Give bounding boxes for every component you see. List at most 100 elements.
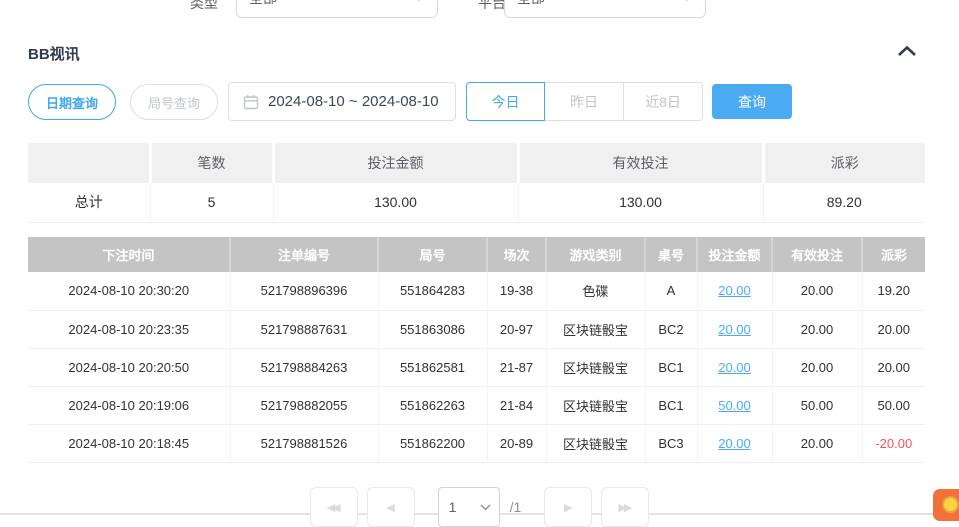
cell-bet-time: 2024-08-10 20:20:50 (28, 348, 230, 387)
cell-game-type: 区块链骰宝 (545, 310, 645, 349)
page-select-value: 1 (448, 499, 457, 515)
page-total-label: /1 (509, 499, 522, 515)
cell-session: 21-87 (486, 348, 546, 387)
detail-header-row: 下注时间 注单编号 局号 场次 游戏类别 桌号 投注金额 有效投注 派彩 (28, 237, 925, 272)
cell-payout: 20.00 (861, 348, 925, 387)
cell-valid-bet: 20.00 (771, 348, 862, 387)
filter-platform-label: 平台 (478, 0, 506, 11)
cell-round-no: 551864283 (377, 272, 487, 311)
date-query-button[interactable]: 日期查询 (28, 84, 117, 120)
bet-amount-link[interactable]: 50.00 (718, 397, 751, 413)
cell-order-no: 521798884263 (229, 348, 378, 387)
search-button[interactable]: 查询 (712, 84, 792, 119)
cell-session: 21-84 (486, 386, 546, 425)
prev-page-button[interactable]: ◀ (366, 487, 415, 527)
cell-bet-time: 2024-08-10 20:19:06 (28, 386, 230, 425)
summary-header-row: 笔数 投注金额 有效投注 派彩 (28, 143, 925, 183)
detail-header-valid-bet: 有效投注 (771, 237, 862, 272)
cell-bet-time: 2024-08-10 20:23:35 (28, 310, 230, 349)
cell-payout: 20.00 (861, 310, 925, 349)
cell-bet-time: 2024-08-10 20:18:45 (28, 424, 230, 463)
calendar-icon (243, 94, 259, 110)
summary-total-label: 总计 (28, 183, 150, 223)
cell-order-no: 521798881526 (229, 424, 378, 463)
filter-platform-value: 全部 (517, 0, 545, 8)
cell-payout: 19.20 (861, 272, 925, 311)
cell-payout: -20.00 (861, 424, 925, 463)
round-query-button[interactable]: 局号查询 (130, 84, 219, 120)
cell-order-no: 521798896396 (229, 272, 378, 311)
cell-valid-bet: 20.00 (771, 424, 862, 463)
date-range-value: 2024-08-10 ~ 2024-08-10 (268, 93, 439, 110)
summary-total-bet-amount: 130.00 (272, 183, 518, 223)
section-title: BB视讯 (28, 46, 80, 63)
cell-table-no: BC2 (644, 310, 697, 349)
cell-game-type: 区块链骰宝 (545, 424, 645, 463)
filter-type-select[interactable]: 全部 (236, 0, 438, 18)
cell-round-no: 551862581 (377, 348, 487, 387)
cell-round-no: 551862200 (377, 424, 487, 463)
customer-support-icon[interactable] (933, 489, 959, 521)
bet-amount-link[interactable]: 20.00 (718, 321, 751, 337)
cell-table-no: BC1 (644, 386, 697, 425)
cell-payout: 50.00 (861, 386, 925, 425)
cell-round-no: 551862263 (377, 386, 487, 425)
cell-session: 20-89 (486, 424, 546, 463)
cell-valid-bet: 20.00 (771, 272, 862, 311)
summary-header-payout: 派彩 (761, 143, 925, 183)
summary-total-payout: 89.20 (762, 183, 925, 223)
cell-session: 19-38 (486, 272, 546, 311)
today-button[interactable]: 今日 (466, 82, 545, 121)
cell-table-no: BC1 (644, 348, 697, 387)
table-row: 2024-08-10 20:23:35 521798887631 5518630… (28, 310, 925, 349)
bet-amount-link[interactable]: 20.00 (718, 435, 751, 451)
table-row: 2024-08-10 20:20:50 521798884263 5518625… (28, 348, 925, 387)
last-page-button[interactable]: ▶▶ (601, 487, 650, 527)
table-row: 2024-08-10 20:19:06 521798882055 5518622… (28, 386, 925, 425)
cell-table-no: A (644, 272, 697, 311)
chevron-down-icon (681, 0, 693, 2)
detail-header-session: 场次 (486, 237, 546, 272)
quick-date-button-group: 今日 昨日 近8日 (466, 82, 703, 121)
cell-game-type: 色碟 (545, 272, 645, 311)
filter-type-label: 类型 (190, 0, 218, 11)
filter-type-value: 全部 (249, 0, 277, 8)
detail-header-bet-time: 下注时间 (28, 237, 230, 272)
cell-bet-time: 2024-08-10 20:30:20 (28, 272, 230, 311)
next-page-button[interactable]: ▶ (544, 487, 593, 527)
chevron-down-icon (480, 504, 491, 511)
cell-session: 20-97 (486, 310, 546, 349)
summary-table: 笔数 投注金额 有效投注 派彩 总计 5 130.00 130.00 89.20 (28, 143, 925, 223)
table-row: 2024-08-10 20:18:45 521798881526 5518622… (28, 424, 925, 463)
last-8-days-button[interactable]: 近8日 (624, 82, 703, 121)
summary-total-count: 5 (149, 183, 273, 223)
detail-header-order-no: 注单编号 (229, 237, 378, 272)
cell-table-no: BC3 (644, 424, 697, 463)
pagination: ◀◀ ◀ 1 /1 ▶ ▶▶ (0, 487, 959, 527)
table-row: 2024-08-10 20:30:20 521798896396 5518642… (28, 272, 925, 311)
cell-game-type: 区块链骰宝 (545, 386, 645, 425)
detail-header-round-no: 局号 (377, 237, 487, 272)
detail-header-payout: 派彩 (861, 237, 925, 272)
bet-amount-link[interactable]: 20.00 (718, 283, 751, 299)
date-range-input[interactable]: 2024-08-10 ~ 2024-08-10 (228, 82, 456, 121)
support-bubble-icon (942, 496, 959, 513)
bet-records-table: 下注时间 注单编号 局号 场次 游戏类别 桌号 投注金额 有效投注 派彩 202… (28, 237, 925, 463)
collapse-section-button[interactable] (894, 41, 920, 63)
yesterday-button[interactable]: 昨日 (545, 82, 624, 121)
summary-header-blank (28, 143, 150, 183)
first-page-button[interactable]: ◀◀ (309, 487, 358, 527)
summary-total-row: 总计 5 130.00 130.00 89.20 (28, 183, 925, 223)
cell-valid-bet: 20.00 (771, 310, 862, 349)
filter-platform-select[interactable]: 全部 (504, 0, 706, 18)
cell-round-no: 551863086 (377, 310, 487, 349)
detail-header-table-no: 桌号 (644, 237, 697, 272)
summary-header-bet-amount: 投注金额 (271, 143, 518, 183)
bet-amount-link[interactable]: 20.00 (718, 359, 751, 375)
summary-header-valid-bet: 有效投注 (516, 143, 763, 183)
cell-game-type: 区块链骰宝 (545, 348, 645, 387)
page-select[interactable]: 1 (437, 487, 500, 527)
cell-order-no: 521798887631 (229, 310, 378, 349)
summary-header-count: 笔数 (148, 143, 273, 183)
detail-header-bet-amount: 投注金额 (696, 237, 772, 272)
